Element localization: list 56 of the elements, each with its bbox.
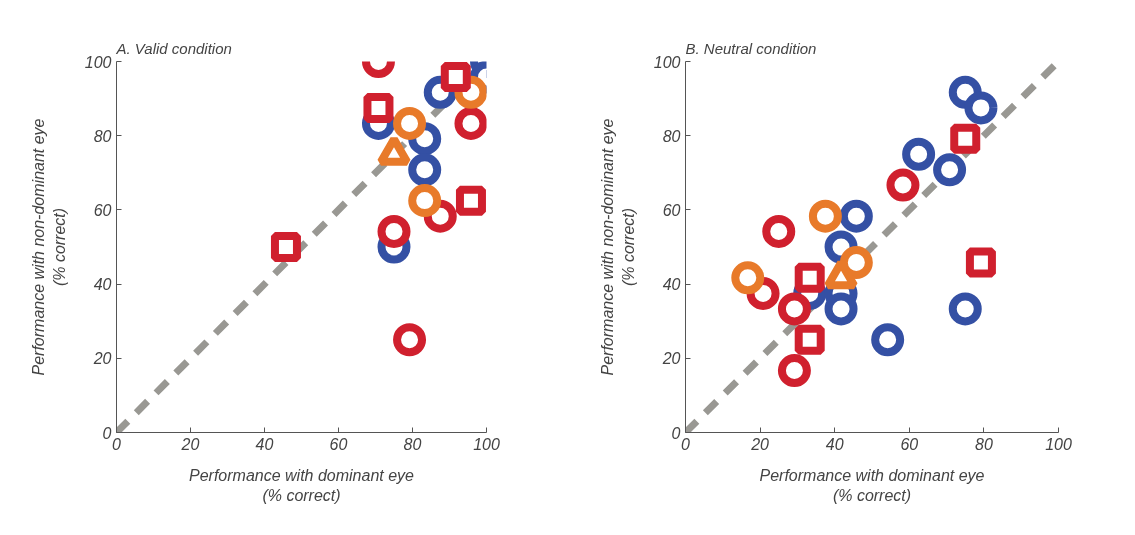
point bbox=[455, 185, 486, 216]
y-tick-label: 60 bbox=[662, 201, 681, 219]
point bbox=[408, 184, 442, 218]
point bbox=[933, 153, 967, 187]
y-tick-label: 80 bbox=[93, 127, 112, 145]
x-tick-label: 80 bbox=[403, 435, 422, 453]
point bbox=[794, 324, 825, 355]
y-tick-label: 0 bbox=[671, 424, 681, 442]
chart-title: B. Neutral condition bbox=[685, 39, 817, 57]
y-tick-label: 60 bbox=[93, 201, 112, 219]
point bbox=[762, 214, 796, 248]
x-tick-label: 40 bbox=[825, 435, 844, 453]
point bbox=[270, 232, 301, 262]
point bbox=[777, 354, 811, 388]
y-tick-label: 40 bbox=[93, 276, 112, 294]
point bbox=[777, 292, 811, 326]
point bbox=[839, 246, 873, 280]
x-axis-title: Performance with dominant eye (% correct) bbox=[189, 466, 415, 504]
x-tick-label: 20 bbox=[180, 435, 200, 453]
chart-title: A. Valid condition bbox=[115, 39, 232, 57]
point bbox=[440, 62, 471, 93]
point bbox=[393, 106, 427, 140]
x-tick-label: 40 bbox=[255, 435, 274, 453]
point bbox=[363, 92, 394, 123]
x-tick-label: 60 bbox=[900, 435, 919, 453]
y-tick-label: 80 bbox=[662, 127, 681, 145]
point bbox=[965, 247, 996, 278]
point bbox=[377, 214, 411, 248]
x-tick-label: 20 bbox=[750, 435, 770, 453]
point bbox=[808, 199, 842, 233]
point bbox=[408, 153, 442, 187]
y-tick-label: 100 bbox=[84, 53, 112, 71]
point bbox=[964, 91, 998, 125]
point bbox=[871, 323, 905, 357]
point bbox=[731, 261, 765, 295]
y-axis-title: Performance with non-dominant eye (% correct) bbox=[599, 118, 637, 376]
point bbox=[902, 137, 936, 171]
point bbox=[824, 292, 858, 326]
point bbox=[839, 199, 873, 233]
point bbox=[948, 292, 982, 326]
y-tick-label: 40 bbox=[662, 276, 681, 294]
point bbox=[454, 106, 487, 140]
point bbox=[886, 168, 920, 202]
point bbox=[393, 323, 427, 357]
y-tick-label: 20 bbox=[92, 350, 112, 368]
x-tick-label: 100 bbox=[1045, 435, 1072, 453]
y-tick-label: 0 bbox=[102, 424, 112, 442]
x-tick-label: 80 bbox=[975, 435, 993, 453]
point bbox=[950, 123, 981, 154]
y-tick-label: 20 bbox=[661, 350, 681, 368]
x-tick-label: 60 bbox=[329, 435, 348, 453]
y-tick-label: 100 bbox=[653, 53, 681, 71]
x-axis-title: Performance with dominant eye (% correct) bbox=[759, 466, 985, 504]
y-axis-title: Performance with non-dominant eye (% correct) bbox=[30, 118, 68, 376]
point bbox=[794, 262, 825, 293]
x-tick-label: 100 bbox=[473, 435, 500, 453]
